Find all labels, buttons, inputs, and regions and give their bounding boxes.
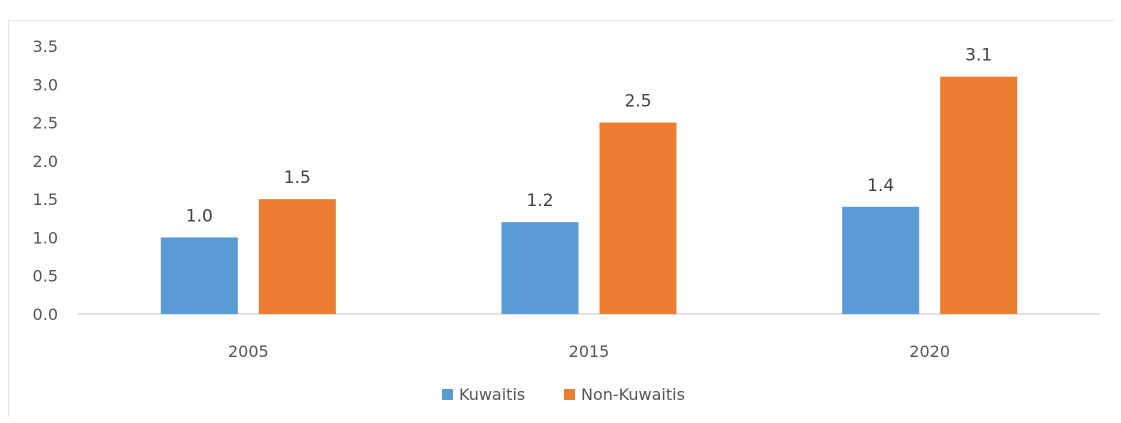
legend-label: Non-Kuwaitis [581, 385, 685, 404]
y-tick-label: 1.0 [33, 228, 58, 247]
bar-kuwaitis-2015 [501, 222, 579, 314]
legend-swatch-kuwaitis [442, 389, 453, 400]
y-tick-label: 0.0 [33, 305, 58, 324]
data-label: 1.2 [526, 191, 553, 211]
data-label: 3.1 [965, 46, 992, 66]
legend-swatch-non-kuwaitis [564, 389, 575, 400]
bar-non-kuwaitis-2020 [940, 76, 1018, 314]
data-label: 2.5 [624, 92, 651, 112]
y-tick-label: 3.5 [33, 37, 58, 56]
y-tick-label: 0.5 [33, 267, 58, 286]
y-tick-label: 3.0 [33, 75, 58, 94]
legend-label: Kuwaitis [459, 385, 525, 404]
x-tick-label: 2020 [909, 342, 950, 361]
bar-kuwaitis-2020 [842, 206, 920, 314]
x-tick-label: 2015 [569, 342, 610, 361]
y-tick-label: 2.0 [33, 152, 58, 171]
data-label: 1.0 [186, 206, 213, 226]
data-label: 1.5 [284, 168, 311, 188]
bar-non-kuwaitis-2005 [258, 199, 336, 314]
y-tick-label: 2.5 [33, 114, 58, 133]
bar-non-kuwaitis-2015 [599, 122, 677, 314]
x-tick-label: 2005 [228, 342, 269, 361]
data-label: 1.4 [867, 176, 894, 196]
chart-frame [8, 20, 1114, 417]
bar-kuwaitis-2005 [160, 237, 238, 314]
y-tick-label: 1.5 [33, 190, 58, 209]
